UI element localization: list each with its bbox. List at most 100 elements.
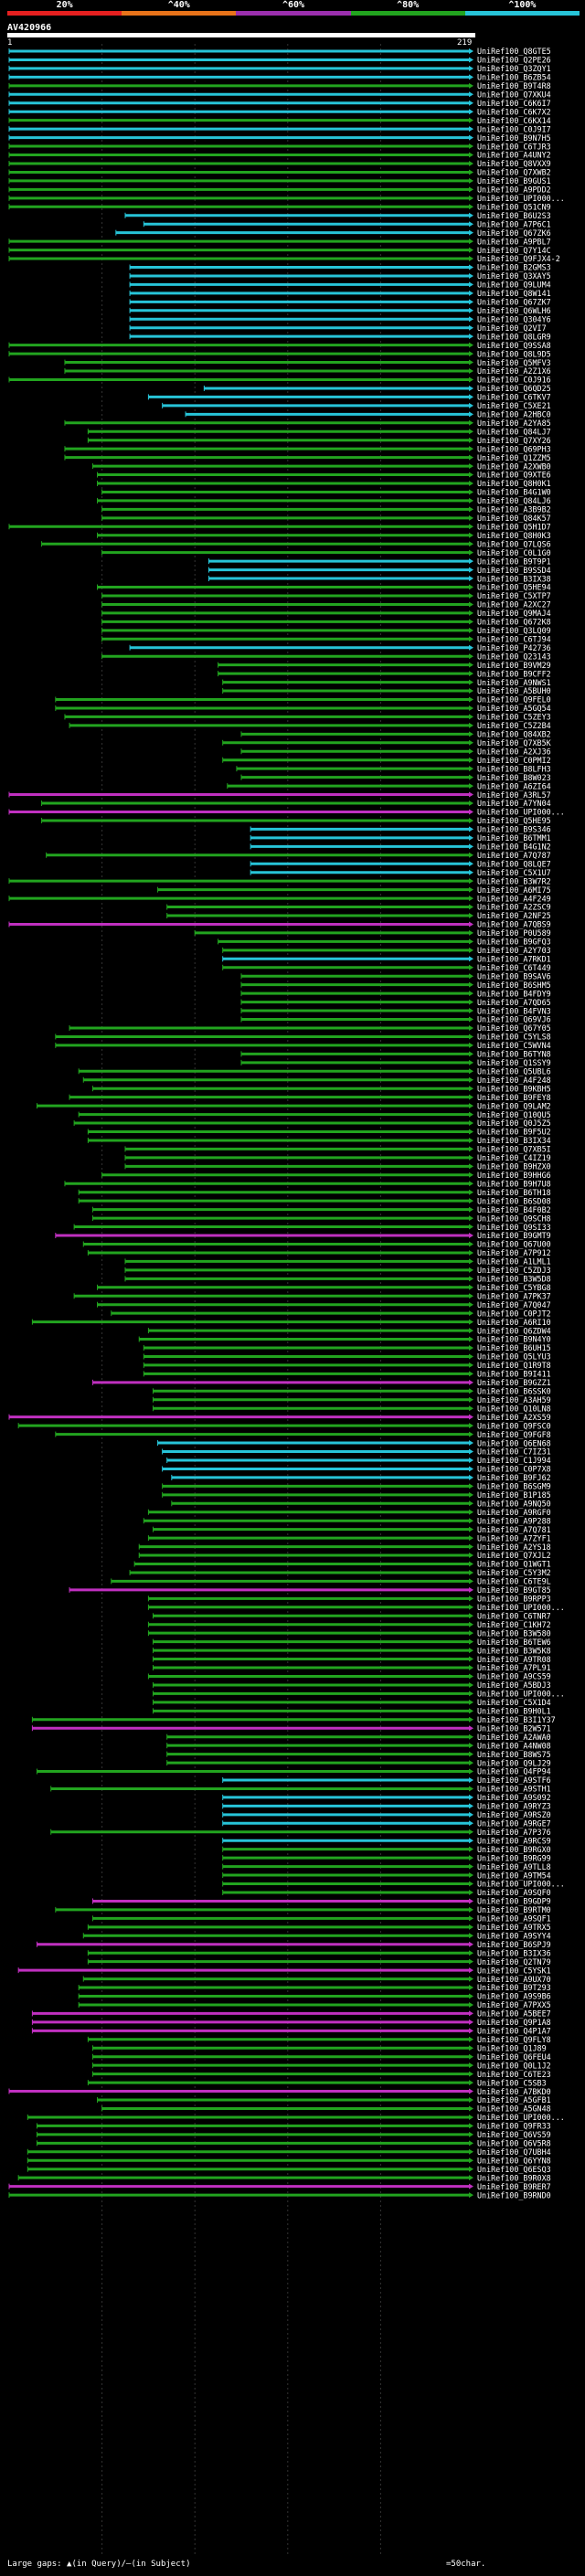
hit-label[interactable]: UniRef100_A7QBS9 (477, 920, 551, 929)
hit-label[interactable]: UniRef100_C5YBG8 (477, 1283, 551, 1292)
hit-label[interactable]: UniRef100_A9RGE7 (477, 1819, 551, 1829)
hit-label[interactable]: UniRef100_A9CS59 (477, 1672, 551, 1681)
hit-label[interactable]: UniRef100_Q6ESQ3 (477, 2165, 551, 2174)
hit-label[interactable]: UniRef100_B6SGM9 (477, 1482, 551, 1491)
hit-label[interactable]: UniRef100_C0J9I7 (477, 124, 551, 133)
hit-label[interactable]: UniRef100_Q9LJ29 (477, 1758, 551, 1767)
hit-label[interactable]: UniRef100_A5BDJ3 (477, 1680, 551, 1690)
hit-label[interactable]: UniRef100_Q9FEL0 (477, 695, 551, 705)
hit-label[interactable]: UniRef100_Q2TN79 (477, 1957, 551, 1966)
hit-label[interactable]: UniRef100_C5WVN4 (477, 1041, 551, 1050)
hit-label[interactable]: UniRef100_A2ZSC9 (477, 903, 551, 912)
hit-label[interactable]: UniRef100_UPI000... (477, 1880, 565, 1889)
hit-label[interactable]: UniRef100_Q2PE26 (477, 56, 551, 65)
hit-label[interactable]: UniRef100_A7PK37 (477, 1291, 551, 1300)
hit-label[interactable]: UniRef100_B6SSK0 (477, 1387, 551, 1396)
hit-label[interactable]: UniRef100_Q1ZZM5 (477, 453, 551, 462)
hit-label[interactable]: UniRef100_Q9FR33 (477, 2122, 551, 2131)
hit-label[interactable]: UniRef100_B6TEW6 (477, 1638, 551, 1647)
hit-label[interactable]: UniRef100_A9P288 (477, 1516, 551, 1525)
hit-label[interactable]: UniRef100_B9RGX0 (477, 1845, 551, 1854)
hit-label[interactable]: UniRef100_Q5H1D7 (477, 523, 551, 532)
hit-label[interactable]: UniRef100_B1P185 (477, 1490, 551, 1500)
hit-label[interactable]: UniRef100_B6SHM5 (477, 981, 551, 990)
hit-label[interactable]: UniRef100_C0PMI2 (477, 756, 551, 765)
hit-label[interactable]: UniRef100_Q6QD25 (477, 384, 551, 393)
hit-label[interactable]: UniRef100_Q5UBL6 (477, 1066, 551, 1076)
hit-label[interactable]: UniRef100_A6RI10 (477, 1318, 551, 1327)
hit-label[interactable]: UniRef100_Q67U00 (477, 1240, 551, 1249)
hit-label[interactable]: UniRef100_A7P912 (477, 1248, 551, 1257)
hit-label[interactable]: UniRef100_B6TMM1 (477, 833, 551, 843)
hit-label[interactable]: UniRef100_B4FVN3 (477, 1006, 551, 1015)
hit-label[interactable]: UniRef100_A6ZI64 (477, 781, 551, 790)
hit-label[interactable]: UniRef100_B9FJ62 (477, 1473, 551, 1482)
hit-label[interactable]: UniRef100_Q6EN68 (477, 1438, 551, 1447)
hit-label[interactable]: UniRef100_A4UNY2 (477, 151, 551, 160)
hit-label[interactable]: UniRef100_A9RYZ3 (477, 1802, 551, 1811)
hit-label[interactable]: UniRef100_P42736 (477, 643, 551, 652)
hit-label[interactable]: UniRef100_Q84LJ6 (477, 496, 551, 505)
hit-label[interactable]: UniRef100_A9S9B6 (477, 1992, 551, 2001)
hit-label[interactable]: UniRef100_B4G1W0 (477, 488, 551, 497)
hit-label[interactable]: UniRef100_C6TNR7 (477, 1611, 551, 1620)
hit-label[interactable]: UniRef100_Q9XTE6 (477, 471, 551, 480)
hit-label[interactable]: UniRef100_Q7XB5I (477, 1145, 551, 1154)
hit-label[interactable]: UniRef100_B9F5U2 (477, 1128, 551, 1137)
hit-label[interactable]: UniRef100_C6TE9L (477, 1577, 551, 1586)
hit-label[interactable]: UniRef100_Q6FEU4 (477, 2052, 551, 2062)
hit-label[interactable]: UniRef100_Q8H0K3 (477, 531, 551, 540)
hit-label[interactable]: UniRef100_C0PJT2 (477, 1309, 551, 1318)
hit-label[interactable]: UniRef100_Q9FLY8 (477, 2035, 551, 2044)
hit-label[interactable]: UniRef100_B9T9P1 (477, 557, 551, 566)
hit-label[interactable]: UniRef100_A2Y703 (477, 946, 551, 955)
hit-label[interactable]: UniRef100_Q4FP94 (477, 1767, 551, 1776)
hit-label[interactable]: UniRef100_Q9SSA8 (477, 341, 551, 350)
hit-label[interactable]: UniRef100_A7P376 (477, 1828, 551, 1837)
hit-label[interactable]: UniRef100_B6ZB54 (477, 73, 551, 82)
hit-label[interactable]: UniRef100_B2W571 (477, 1723, 551, 1733)
hit-label[interactable]: UniRef100_B3IX38 (477, 574, 551, 583)
hit-label[interactable]: UniRef100_C6TJ94 (477, 634, 551, 643)
hit-label[interactable]: UniRef100_Q8H0K1 (477, 479, 551, 488)
hit-label[interactable]: UniRef100_B9H7U8 (477, 1179, 551, 1188)
hit-label[interactable]: UniRef100_B4G1N2 (477, 843, 551, 852)
hit-label[interactable]: UniRef100_A9RCS9 (477, 1836, 551, 1845)
hit-label[interactable]: UniRef100_B3IX36 (477, 1948, 551, 1957)
hit-label[interactable]: UniRef100_C6K6I7 (477, 99, 551, 108)
hit-label[interactable]: UniRef100_Q10LN8 (477, 1404, 551, 1413)
hit-label[interactable]: UniRef100_B9S346 (477, 825, 551, 834)
hit-label[interactable]: UniRef100_P0U589 (477, 928, 551, 938)
hit-label[interactable]: UniRef100_C5Z2B4 (477, 721, 551, 730)
hit-label[interactable]: UniRef100_B6TYN8 (477, 1050, 551, 1059)
hit-label[interactable]: UniRef100_B9GZZ1 (477, 1378, 551, 1387)
hit-label[interactable]: UniRef100_A9NQ50 (477, 1499, 551, 1508)
hit-label[interactable]: UniRef100_B9RPP3 (477, 1595, 551, 1604)
hit-label[interactable]: UniRef100_C5XTP7 (477, 591, 551, 600)
hit-label[interactable]: UniRef100_C1J994 (477, 1456, 551, 1465)
hit-label[interactable]: UniRef100_Q1SSY9 (477, 1058, 551, 1067)
hit-label[interactable]: UniRef100_Q8LGR9 (477, 332, 551, 341)
hit-label[interactable]: UniRef100_B9H0L1 (477, 1707, 551, 1716)
hit-label[interactable]: UniRef100_Q1WGT1 (477, 1560, 551, 1569)
hit-label[interactable]: UniRef100_Q9SI33 (477, 1223, 551, 1232)
hit-label[interactable]: UniRef100_A3B9B2 (477, 505, 551, 514)
hit-label[interactable]: UniRef100_A9RSZ0 (477, 1810, 551, 1819)
hit-label[interactable]: UniRef100_B6SPJ9 (477, 1940, 551, 1949)
hit-label[interactable]: UniRef100_A9TLL8 (477, 1862, 551, 1871)
hit-label[interactable]: UniRef100_Q6ZDW4 (477, 1326, 551, 1335)
hit-label[interactable]: UniRef100_B9RTM0 (477, 1905, 551, 1914)
hit-label[interactable]: UniRef100_A1LML1 (477, 1257, 551, 1267)
hit-label[interactable]: UniRef100_Q84XB2 (477, 730, 551, 739)
hit-label[interactable]: UniRef100_Q4P1A7 (477, 2027, 551, 2036)
hit-label[interactable]: UniRef100_B8W023 (477, 773, 551, 782)
hit-label[interactable]: UniRef100_A9SYY4 (477, 1931, 551, 1940)
hit-label[interactable]: UniRef100_A9SQF1 (477, 1914, 551, 1924)
hit-label[interactable]: UniRef100_Q7Y14C (477, 246, 551, 255)
hit-label[interactable]: UniRef100_C7IZ31 (477, 1447, 551, 1457)
hit-label[interactable]: UniRef100_B9RND0 (477, 2190, 551, 2200)
hit-label[interactable]: UniRef100_A9NWS1 (477, 678, 551, 687)
hit-label[interactable]: UniRef100_C5YSK1 (477, 1966, 551, 1975)
hit-label[interactable]: UniRef100_A9S092 (477, 1793, 551, 1802)
hit-label[interactable]: UniRef100_A7Q787 (477, 851, 551, 860)
